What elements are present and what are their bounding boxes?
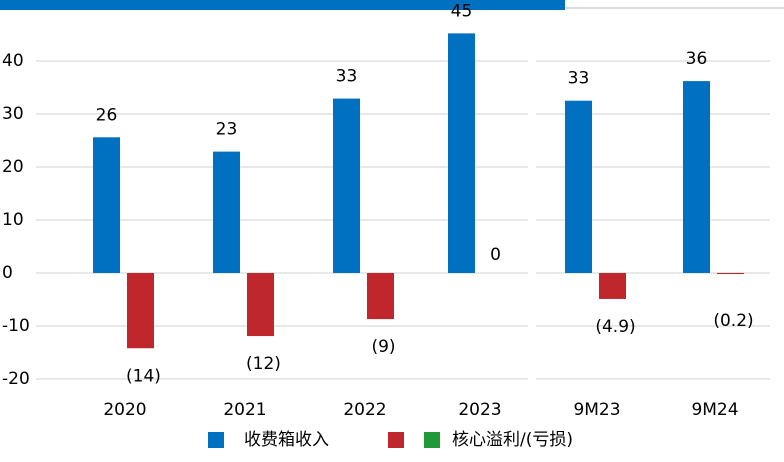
- grid: [36, 60, 770, 380]
- value-label: 45: [451, 1, 473, 21]
- value-label: (4.9): [595, 317, 635, 337]
- y-tick-label: -10: [2, 316, 30, 336]
- bar: [599, 272, 626, 299]
- x-tick-label: 2021: [223, 400, 266, 420]
- value-label: 36: [686, 49, 708, 69]
- bar: [213, 151, 240, 273]
- x-tick-label: 9M23: [573, 400, 620, 420]
- separator: [528, 10, 536, 382]
- value-label: (12): [246, 354, 281, 374]
- y-tick-label: -20: [2, 369, 30, 389]
- x-tick-label: 2023: [458, 400, 501, 420]
- value-label: 33: [336, 67, 358, 87]
- y-tick-label: 30: [2, 104, 24, 124]
- value-label: (0.2): [713, 311, 753, 331]
- value-label: 0: [490, 245, 501, 265]
- legend-swatch: [388, 432, 404, 448]
- bar: [367, 272, 394, 320]
- value-label: 26: [96, 105, 118, 125]
- x-tick-label: 9M24: [691, 400, 738, 420]
- y-tick-label: 0: [2, 263, 13, 283]
- header-bar: [0, 0, 565, 10]
- bar: [127, 272, 154, 349]
- x-tick-label: 2022: [343, 400, 386, 420]
- bar: [333, 98, 360, 273]
- bar: [247, 272, 274, 337]
- value-label: (9): [371, 337, 395, 357]
- legend-label: 核心溢利/(亏损): [452, 430, 573, 450]
- legend-swatch: [424, 432, 440, 448]
- legend-swatch: [208, 432, 224, 448]
- x-tick-label: 2020: [103, 400, 146, 420]
- value-label: (14): [126, 366, 161, 386]
- bar: [565, 100, 592, 273]
- bar: [683, 81, 710, 273]
- bar: [93, 137, 120, 273]
- value-label: 33: [568, 69, 590, 89]
- legend-label: 收费箱收入: [244, 430, 329, 450]
- y-tick-label: 20: [2, 157, 24, 177]
- y-tick-label: 40: [2, 51, 24, 71]
- y-tick-label: 10: [2, 210, 24, 230]
- bar: [717, 272, 744, 275]
- value-label: 23: [216, 120, 238, 140]
- bar: [448, 33, 475, 273]
